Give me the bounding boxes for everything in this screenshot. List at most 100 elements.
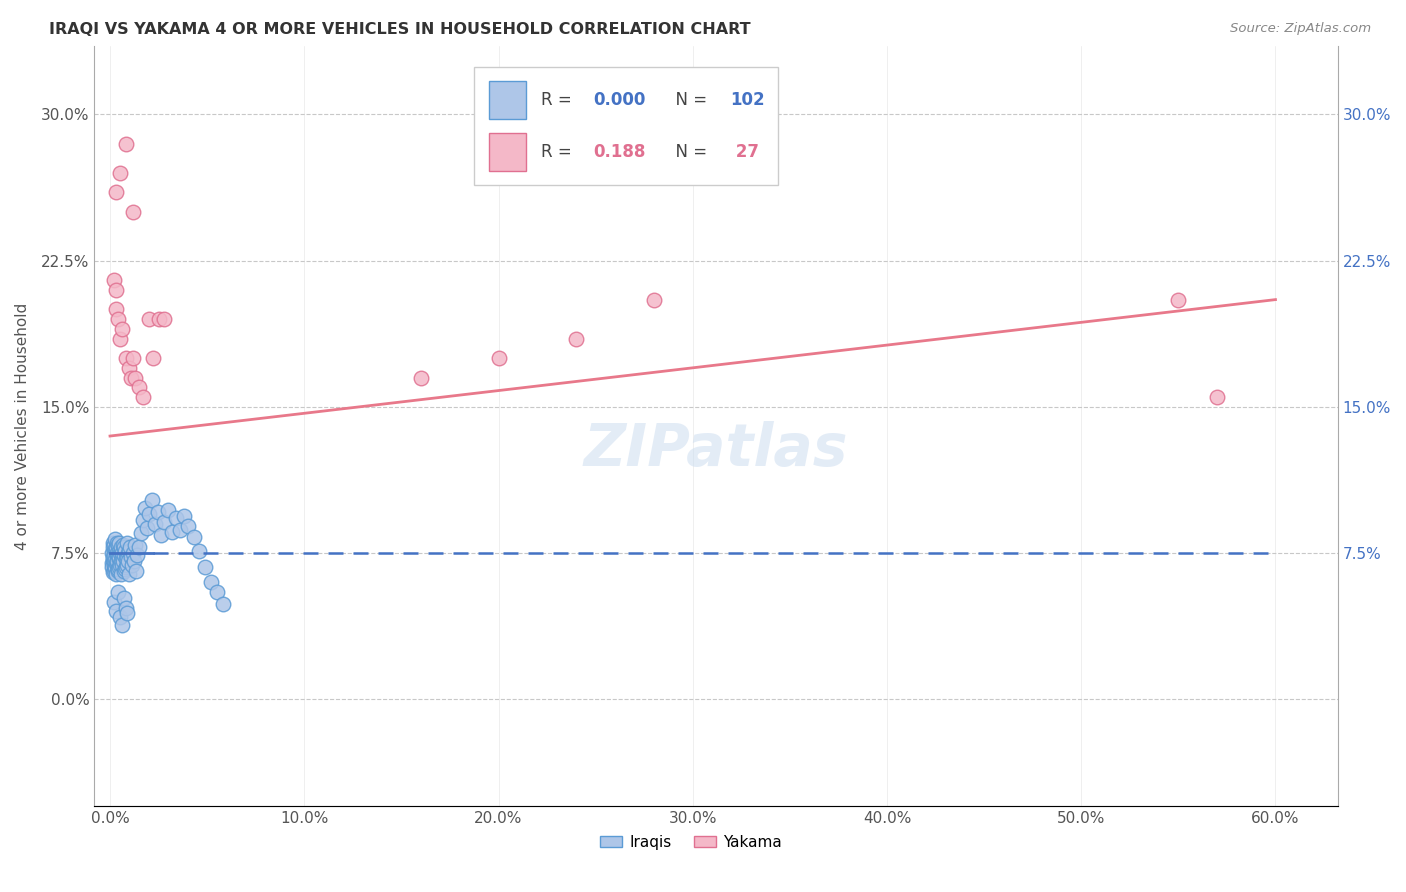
Point: [110, 554, 132, 568]
Point: [125, 564, 148, 578]
Point: [115, 536, 138, 550]
Point: [103, 549, 125, 564]
Point: [643, 293, 665, 307]
Point: [110, 567, 132, 582]
Point: [114, 544, 136, 558]
Point: [104, 283, 127, 297]
Point: [104, 551, 127, 566]
Point: [118, 567, 141, 582]
Point: [200, 575, 222, 590]
Point: [104, 186, 127, 200]
Point: [101, 546, 124, 560]
Point: [108, 536, 131, 550]
Point: [110, 544, 132, 558]
Text: 0.000: 0.000: [593, 91, 645, 109]
Point: [157, 503, 180, 517]
Point: [409, 370, 432, 384]
Point: [105, 544, 128, 558]
Point: [173, 508, 195, 523]
Point: [108, 549, 131, 564]
Point: [104, 561, 127, 575]
Point: [105, 546, 128, 560]
Point: [146, 505, 169, 519]
Point: [105, 536, 128, 550]
Point: [138, 312, 160, 326]
Text: N =: N =: [665, 91, 713, 109]
Point: [118, 544, 141, 558]
Point: [107, 312, 129, 326]
Point: [107, 564, 129, 578]
Point: [107, 544, 129, 558]
Point: [112, 540, 135, 554]
Point: [118, 360, 141, 375]
Text: 0.188: 0.188: [593, 143, 645, 161]
Point: [104, 533, 127, 547]
Point: [108, 546, 131, 560]
Point: [103, 564, 125, 578]
Point: [104, 302, 127, 317]
Point: [120, 549, 142, 564]
Point: [117, 554, 139, 568]
Point: [153, 515, 176, 529]
Point: [103, 558, 125, 572]
Text: IRAQI VS YAKAMA 4 OR MORE VEHICLES IN HOUSEHOLD CORRELATION CHART: IRAQI VS YAKAMA 4 OR MORE VEHICLES IN HO…: [49, 22, 751, 37]
Point: [111, 618, 134, 632]
Text: Source: ZipAtlas.com: Source: ZipAtlas.com: [1230, 22, 1371, 36]
Point: [1167, 293, 1189, 307]
Point: [107, 561, 129, 575]
Text: 27: 27: [730, 143, 759, 161]
Legend: Iraqis, Yakama: Iraqis, Yakama: [595, 829, 789, 855]
Point: [105, 549, 128, 564]
Point: [211, 597, 233, 611]
Point: [107, 551, 129, 566]
Point: [107, 538, 129, 552]
Point: [153, 312, 176, 326]
Point: [112, 548, 135, 562]
Point: [132, 513, 155, 527]
Point: [100, 556, 122, 570]
Point: [101, 551, 124, 566]
Point: [104, 556, 127, 570]
Point: [127, 548, 149, 562]
Point: [104, 604, 127, 618]
Point: [112, 538, 135, 552]
Point: [117, 546, 139, 560]
Point: [111, 546, 134, 560]
Point: [148, 312, 170, 326]
Text: R =: R =: [541, 143, 582, 161]
Point: [115, 559, 138, 574]
Point: [107, 548, 129, 562]
Point: [101, 540, 124, 554]
Point: [112, 591, 135, 605]
Point: [135, 521, 157, 535]
Point: [134, 501, 156, 516]
Point: [1206, 390, 1229, 404]
Point: [103, 273, 125, 287]
Point: [105, 567, 128, 582]
Point: [114, 136, 136, 151]
Point: [104, 559, 127, 574]
Point: [124, 370, 146, 384]
Point: [108, 166, 131, 180]
Point: [165, 511, 187, 525]
Point: [138, 507, 160, 521]
FancyBboxPatch shape: [474, 67, 778, 185]
Point: [104, 542, 127, 557]
Point: [111, 558, 134, 572]
Point: [110, 540, 132, 554]
Point: [103, 544, 125, 558]
Point: [132, 390, 155, 404]
Point: [120, 370, 142, 384]
Point: [115, 549, 138, 564]
Point: [111, 322, 134, 336]
Point: [142, 351, 165, 365]
Point: [177, 518, 200, 533]
Point: [101, 559, 124, 574]
Point: [565, 332, 588, 346]
Point: [143, 516, 166, 531]
Point: [124, 554, 146, 568]
Point: [488, 351, 510, 365]
Text: 102: 102: [730, 91, 765, 109]
Point: [114, 351, 136, 365]
Text: R =: R =: [541, 91, 576, 109]
